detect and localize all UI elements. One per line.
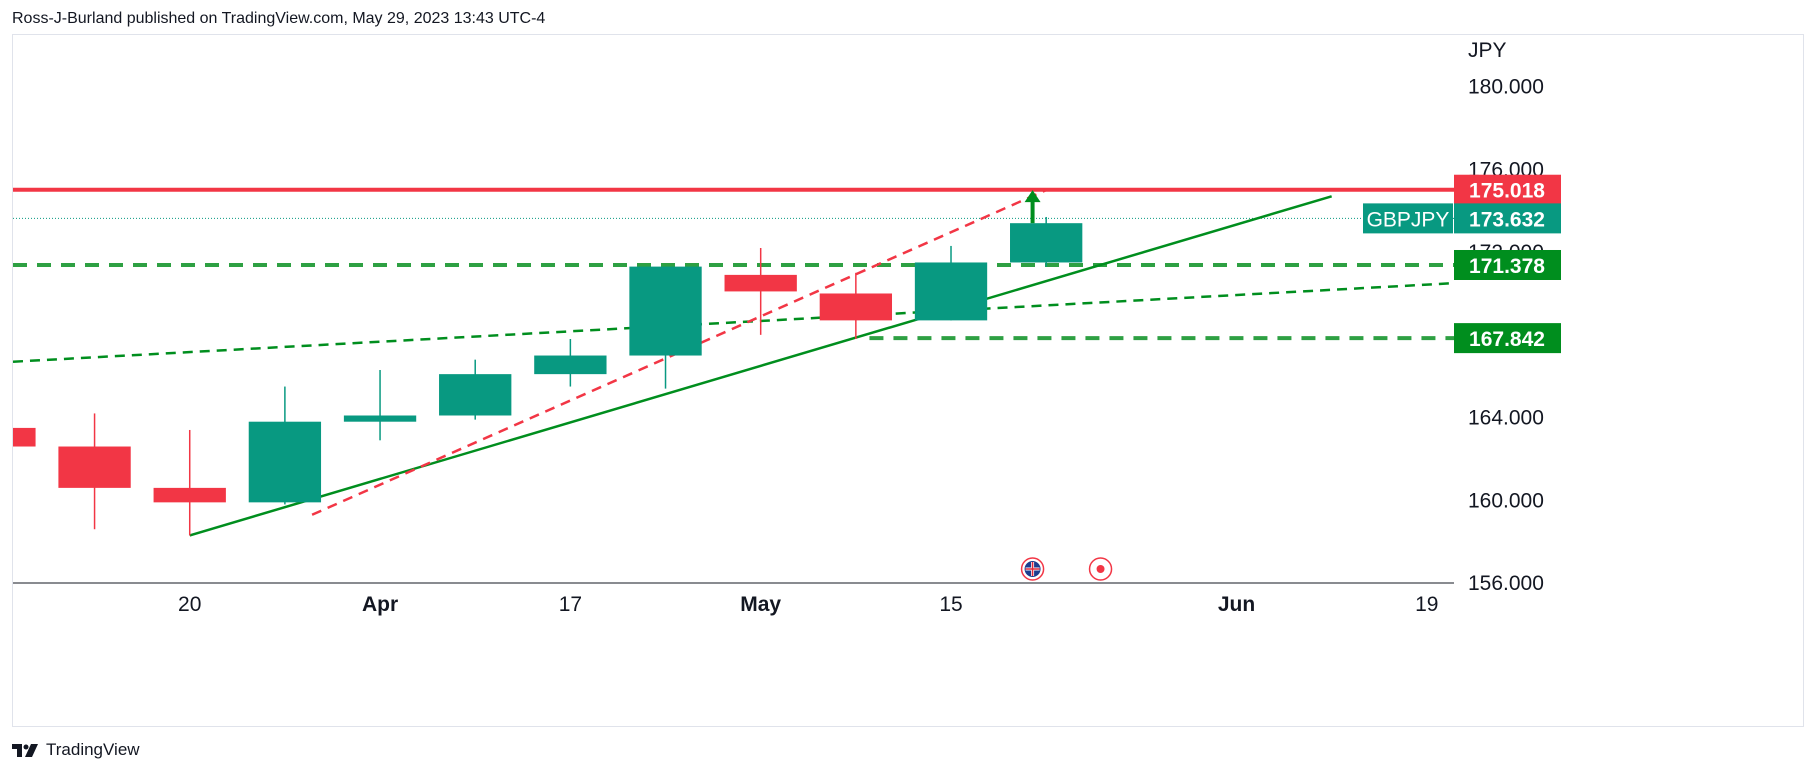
price-axis[interactable]: JPY 180.000176.000172.000164.000160.0001… (1468, 39, 1544, 595)
time-tick-label: Apr (362, 593, 398, 616)
price-label-text: 175.018 (1469, 180, 1545, 203)
publisher-credit: Ross-J-Burland published on TradingView.… (12, 10, 546, 27)
price-tick-label: 160.000 (1468, 489, 1544, 512)
candle-body (534, 355, 607, 375)
time-tick-label: Jun (1218, 593, 1255, 616)
candle-body (1010, 223, 1083, 263)
event-markers[interactable] (1020, 557, 1113, 581)
candle-body (439, 374, 512, 416)
brand-name: TradingView (46, 740, 140, 759)
candle-body (58, 446, 131, 488)
candle-body (153, 487, 226, 503)
price-tick-label: 164.000 (1468, 407, 1544, 430)
time-tick-label: 15 (939, 593, 962, 616)
trend-lines[interactable] (13, 188, 1454, 537)
candle-body (914, 262, 988, 321)
candle-body (343, 415, 417, 422)
price-label-box (1454, 249, 1561, 280)
horizontal-lines (13, 187, 1454, 341)
currency-label: JPY (1468, 39, 1507, 62)
green-trend-line[interactable] (189, 195, 1333, 537)
candle-body (819, 293, 893, 321)
price-labels: 175.018 173.632 GBPJPY 171.378 167.842 (1363, 174, 1561, 354)
price-label-box (1454, 203, 1561, 234)
time-tick-label: 20 (178, 593, 201, 616)
plot-area[interactable] (13, 187, 1454, 581)
time-axis[interactable]: 20 Apr 17 May 15 Jun 19 (178, 593, 1438, 616)
time-tick-label: 19 (1415, 593, 1438, 616)
green-trend-line[interactable] (13, 281, 1454, 363)
price-label-text: 167.842 (1469, 328, 1545, 351)
price-tick-label: 180.000 (1468, 76, 1544, 99)
price-label-box (1454, 323, 1561, 354)
footer: TradingView (12, 740, 140, 760)
tradingview-logo-icon (12, 744, 38, 757)
candle-body (248, 421, 322, 503)
candle-body (724, 274, 797, 292)
time-tick-label: 17 (559, 593, 582, 616)
event-dot (1096, 565, 1105, 573)
symbol-label-box (1363, 203, 1453, 234)
price-tick-label: 156.000 (1468, 572, 1544, 595)
arrow-up-icon (1024, 190, 1041, 203)
candle-body (629, 266, 702, 356)
price-label-text: 171.378 (1469, 255, 1545, 278)
candle-body (13, 427, 36, 447)
event-dot-icon[interactable] (1088, 557, 1113, 581)
symbol-label-text: GBPJPY (1367, 208, 1450, 231)
candles (13, 216, 1083, 536)
arrows (1024, 190, 1041, 224)
price-label-text: 173.632 (1469, 208, 1545, 231)
red-trend-line[interactable] (311, 188, 1047, 516)
price-label-box (1454, 174, 1561, 205)
uk-flag-icon[interactable] (1020, 557, 1045, 581)
time-tick-label: May (740, 593, 781, 616)
